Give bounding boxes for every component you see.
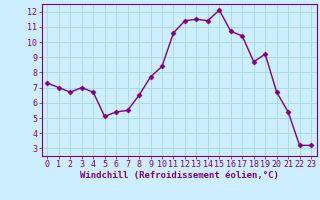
- X-axis label: Windchill (Refroidissement éolien,°C): Windchill (Refroidissement éolien,°C): [80, 171, 279, 180]
